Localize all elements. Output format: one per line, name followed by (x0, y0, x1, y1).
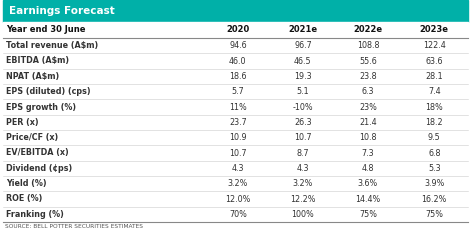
Text: 46.0: 46.0 (229, 56, 247, 66)
Text: PER (x): PER (x) (6, 118, 39, 127)
Text: 2023e: 2023e (420, 25, 449, 35)
Text: 18.6: 18.6 (229, 72, 247, 81)
Text: 108.8: 108.8 (357, 41, 379, 50)
Text: EV/EBITDA (x): EV/EBITDA (x) (6, 149, 69, 157)
Text: 5.7: 5.7 (231, 87, 244, 96)
Text: 2022e: 2022e (353, 25, 382, 35)
Text: 3.9%: 3.9% (424, 179, 445, 188)
Text: Total revenue (A$m): Total revenue (A$m) (6, 41, 98, 50)
Text: 7.4: 7.4 (428, 87, 440, 96)
Text: 26.3: 26.3 (294, 118, 312, 127)
Text: 18%: 18% (425, 102, 443, 112)
Text: 5.3: 5.3 (428, 164, 440, 173)
Text: 23.7: 23.7 (229, 118, 247, 127)
Text: 14.4%: 14.4% (356, 194, 381, 204)
Text: 10.8: 10.8 (359, 133, 377, 142)
Bar (3, 0, 468, 22)
Text: 96.7: 96.7 (294, 41, 312, 50)
Text: 2021e: 2021e (288, 25, 317, 35)
Text: 46.5: 46.5 (294, 56, 312, 66)
Text: ROE (%): ROE (%) (6, 194, 42, 204)
Text: 122.4: 122.4 (423, 41, 446, 50)
Text: Price/CF (x): Price/CF (x) (6, 133, 58, 142)
Text: 12.2%: 12.2% (290, 194, 316, 204)
Text: 18.2: 18.2 (425, 118, 443, 127)
Text: 4.8: 4.8 (362, 164, 374, 173)
Bar (3, 22, 468, 38)
Text: 3.6%: 3.6% (358, 179, 378, 188)
Text: 4.3: 4.3 (297, 164, 309, 173)
Text: 8.7: 8.7 (297, 149, 309, 157)
Text: Yield (%): Yield (%) (6, 179, 47, 188)
Text: 11%: 11% (229, 102, 247, 112)
Text: Dividend (¢ps): Dividend (¢ps) (6, 164, 72, 173)
Text: 94.6: 94.6 (229, 41, 247, 50)
Text: 5.1: 5.1 (297, 87, 309, 96)
Text: EPS (diluted) (cps): EPS (diluted) (cps) (6, 87, 90, 96)
Text: 10.9: 10.9 (229, 133, 247, 142)
Text: 3.2%: 3.2% (293, 179, 313, 188)
Text: 63.6: 63.6 (425, 56, 443, 66)
Text: 28.1: 28.1 (425, 72, 443, 81)
Text: 75%: 75% (425, 210, 443, 219)
Text: 3.2%: 3.2% (227, 179, 248, 188)
Text: NPAT (A$m): NPAT (A$m) (6, 72, 59, 81)
Text: -10%: -10% (292, 102, 313, 112)
Text: 75%: 75% (359, 210, 377, 219)
Text: SOURCE: BELL POTTER SECURITIES ESTIMATES: SOURCE: BELL POTTER SECURITIES ESTIMATES (5, 224, 143, 229)
Text: 23.8: 23.8 (359, 72, 377, 81)
Text: 4.3: 4.3 (232, 164, 244, 173)
Text: EBITDA (A$m): EBITDA (A$m) (6, 56, 69, 66)
Text: Year end 30 June: Year end 30 June (6, 25, 86, 35)
Text: Earnings Forecast: Earnings Forecast (9, 6, 115, 16)
Text: 2020: 2020 (226, 25, 250, 35)
Text: Franking (%): Franking (%) (6, 210, 64, 219)
Text: 70%: 70% (229, 210, 247, 219)
Text: 6.8: 6.8 (428, 149, 440, 157)
Text: EPS growth (%): EPS growth (%) (6, 102, 76, 112)
Text: 19.3: 19.3 (294, 72, 312, 81)
Text: 55.6: 55.6 (359, 56, 377, 66)
Text: 12.0%: 12.0% (225, 194, 251, 204)
Text: 10.7: 10.7 (294, 133, 312, 142)
Text: 6.3: 6.3 (362, 87, 374, 96)
Text: 7.3: 7.3 (362, 149, 374, 157)
Text: 23%: 23% (359, 102, 377, 112)
Text: 21.4: 21.4 (359, 118, 377, 127)
Text: 16.2%: 16.2% (422, 194, 447, 204)
Text: 10.7: 10.7 (229, 149, 247, 157)
Text: 9.5: 9.5 (428, 133, 441, 142)
Text: 100%: 100% (292, 210, 314, 219)
